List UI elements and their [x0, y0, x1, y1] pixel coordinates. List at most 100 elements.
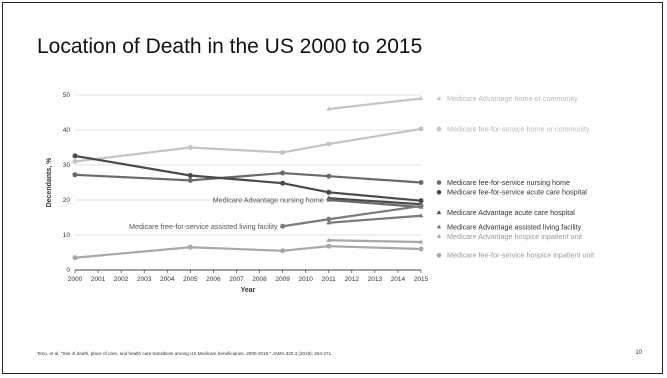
data-point	[72, 153, 78, 159]
series-medicare-advantage-assisted-living-facility	[326, 213, 424, 225]
data-point	[326, 141, 332, 147]
legend-item-medicare-fee-for-service-home-or-community: Medicare fee-for-service home or communi…	[436, 124, 590, 133]
data-point	[72, 159, 78, 164]
data-point	[326, 173, 332, 179]
grid-layer	[75, 94, 421, 236]
data-point	[418, 95, 424, 101]
data-point	[72, 172, 78, 178]
citation: Teno, et al. "Site of death, place of ca…	[37, 351, 333, 356]
y-tick-label: 20	[63, 197, 71, 204]
legend-item-medicare-advantage-acute-care-hospital: Medicare Advantage acute care hospital	[436, 208, 575, 217]
data-point	[418, 213, 424, 218]
x-tick-label: 2008	[252, 276, 267, 283]
legend-label: Medicare Advantage assisted living facil…	[447, 222, 582, 231]
legend-marker	[436, 224, 442, 229]
legend-marker	[436, 233, 442, 238]
x-axis-label: Year	[241, 287, 256, 294]
legend-layer: Medicare Advantage home or community Medi…	[436, 94, 594, 260]
legend-label: Medicare fee-for-service acute care hosp…	[447, 188, 587, 197]
data-point	[418, 203, 424, 209]
data-point	[280, 149, 286, 155]
x-tick-label: 2004	[160, 276, 175, 283]
data-point	[187, 177, 193, 183]
y-tick-label: 10	[63, 232, 71, 239]
legend-item-medicare-fee-for-service-hospice-inpatient-unit: Medicare fee-for-service hospice inpatie…	[436, 251, 594, 260]
legend-label: Medicare Advantage acute care hospital	[447, 208, 575, 217]
y-tick-label: 50	[63, 92, 71, 99]
x-tick-label: 2015	[414, 276, 429, 283]
data-point	[187, 244, 193, 250]
y-axis-label: Decendants, %	[46, 157, 53, 208]
x-tick-label: 2011	[322, 276, 336, 283]
series-line	[328, 198, 422, 209]
x-tick-label: 2001	[91, 276, 106, 283]
legend-item-medicare-advantage-home-or-community: Medicare Advantage home or community	[436, 94, 578, 103]
legend-marker	[436, 210, 442, 215]
series-line	[74, 245, 422, 259]
y-tick-label: 0	[66, 267, 70, 274]
data-point	[280, 180, 286, 186]
legend-label: Medicare fee-for-service nursing home	[447, 178, 570, 187]
x-tick-label: 2003	[137, 276, 152, 283]
data-point	[418, 180, 424, 185]
page-number: 10	[635, 350, 642, 356]
location-of-death-chart: 0 10 20 30 40 50 2000 2001 2002 2003 2004 2005 2006 2…	[46, 92, 594, 294]
axes-layer: 0 10 20 30 40 50 2000 2001 2002 2003 2004 2005 2006 2…	[46, 92, 429, 294]
data-point	[280, 223, 286, 229]
x-tick-label: 2014	[391, 276, 406, 283]
data-point	[326, 216, 332, 222]
x-tick-label: 2006	[206, 276, 221, 283]
series-medicare-fee-for-service-hospice-inpatient-unit	[72, 243, 424, 261]
series-layer: Medicare Advantage nursing home Medicare …	[72, 95, 424, 261]
series-medicare-fee-for-service-home-or-community	[72, 126, 424, 164]
legend-marker	[436, 96, 442, 100]
data-point	[418, 239, 424, 244]
data-point	[326, 197, 332, 202]
series-medicare-advantage-hospice-inpatient-unit	[326, 237, 424, 244]
x-tick-label: 2000	[68, 276, 83, 283]
legend-label: Medicare fee-for-service home or communi…	[447, 124, 590, 133]
x-tick-label: 2009	[275, 276, 290, 283]
legend-label: Medicare fee-for-service hospice inpatie…	[447, 251, 594, 260]
data-point	[418, 198, 424, 204]
legend-marker	[436, 253, 442, 258]
data-point	[326, 243, 332, 249]
x-tick-label: 2005	[183, 276, 198, 283]
x-tick-label: 2013	[368, 276, 383, 283]
data-point	[418, 126, 424, 132]
x-tick-label: 2002	[114, 276, 129, 283]
legend-item-medicare-advantage-hospice-inpatient-unit: Medicare Advantage hospice inpatient uni…	[436, 232, 582, 241]
slide-title: Location of Death in the US 2000 to 2015	[37, 35, 423, 58]
legend-item-medicare-fee-for-service-nursing-home: Medicare fee-for-service nursing home	[436, 178, 570, 187]
data-point	[280, 248, 286, 254]
data-point	[187, 173, 193, 178]
y-tick-label: 30	[63, 162, 71, 169]
data-point	[326, 189, 332, 195]
legend-item-medicare-fee-for-service-acute-care-hospital: Medicare fee-for-service acute care hosp…	[436, 188, 587, 197]
data-point	[326, 106, 332, 111]
data-point	[187, 145, 193, 150]
series-line	[328, 239, 422, 244]
slide: Location of Death in the US 2000 to 2015…	[2, 2, 663, 374]
x-tick-label: 2007	[229, 276, 244, 283]
series-line	[328, 97, 422, 111]
x-tick-label: 2010	[298, 276, 313, 283]
legend-marker	[436, 180, 442, 185]
legend-marker	[436, 126, 442, 132]
y-tick-label: 40	[63, 127, 71, 134]
x-tick-label: 2012	[345, 276, 360, 283]
series-line	[282, 204, 422, 228]
series-line	[328, 197, 422, 206]
legend-label: Medicare Advantage hospice inpatient uni…	[447, 232, 582, 241]
data-point	[326, 220, 332, 225]
annotation-medicare-free-for-service-assisted-living-facility: Medicare free-for-service assisted livin…	[129, 222, 278, 231]
data-point	[326, 237, 332, 242]
series-medicare-fee-for-service-nursing-home	[72, 170, 424, 185]
legend-marker	[436, 190, 442, 195]
legend-label: Medicare Advantage home or community	[447, 94, 578, 103]
series-medicare-advantage-home-or-community	[326, 95, 424, 111]
legend-item-medicare-advantage-assisted-living-facility: Medicare Advantage assisted living facil…	[436, 222, 582, 231]
data-point	[280, 170, 286, 176]
series-medicare-fee-for-service-assisted-living-facility	[280, 203, 424, 229]
series-line	[74, 127, 422, 163]
